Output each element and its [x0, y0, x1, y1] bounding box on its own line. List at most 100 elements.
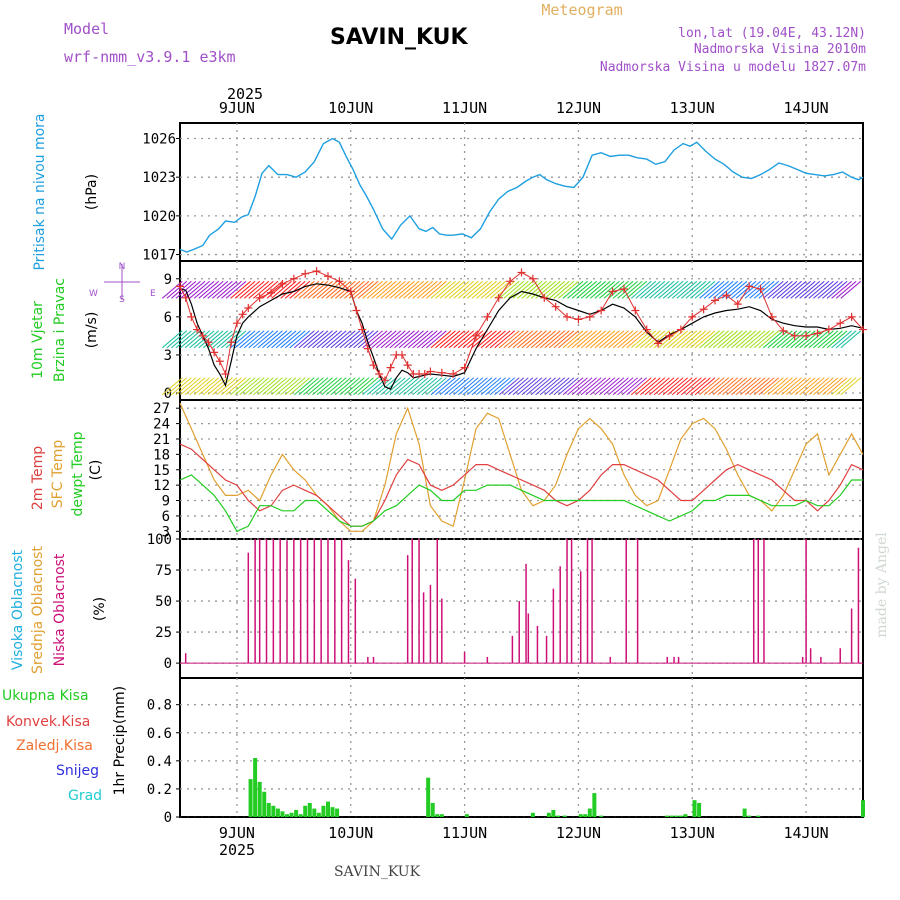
pressure-tick-label: 1017: [142, 248, 176, 264]
wind-barb-shaft: [375, 280, 397, 299]
wind-barb-shaft: [498, 377, 520, 396]
wind-barb-shaft: [762, 330, 784, 349]
wind-barb-shaft: [198, 280, 220, 299]
wind-barb-shaft: [480, 330, 502, 349]
gust-marker: [335, 277, 344, 286]
precip-bar: [321, 805, 326, 817]
wind-barb-shaft: [248, 280, 270, 299]
wind-barb-shaft: [781, 330, 802, 349]
wind-barb-shaft: [289, 330, 311, 349]
wind-barb-shaft: [594, 330, 616, 349]
wind-barb-shaft: [430, 377, 452, 396]
wind-barb-shaft: [239, 280, 261, 299]
wind-barb-shaft: [293, 377, 315, 396]
wind-barb-shaft: [257, 330, 279, 349]
wind-barb-shaft: [826, 377, 848, 396]
bottom-day-labels: 9JUN 10JUN 11JUN 12JUN 13JUN 14JUN: [219, 824, 829, 842]
wind-barb-shaft: [421, 280, 443, 299]
wind-barb-shaft: [280, 377, 301, 396]
wind-barb-shaft: [248, 330, 270, 349]
wind-barb-shaft: [662, 330, 684, 349]
wind-barb-shaft: [526, 280, 547, 299]
wind-barb-shaft: [521, 377, 543, 396]
wind-barb-shaft: [293, 280, 315, 299]
wind-barb-shaft: [353, 330, 374, 349]
gust-marker: [483, 312, 492, 321]
precip-bar: [330, 807, 335, 817]
wind-barb-shaft: [690, 377, 711, 396]
gust-marker: [506, 277, 515, 286]
gust-marker: [204, 338, 213, 347]
wind-barb-shaft: [403, 377, 424, 396]
wind-barb-shaft: [539, 377, 561, 396]
wind-barb-shaft: [394, 280, 415, 299]
wind-barb-shaft: [212, 377, 233, 396]
wind-barb-shaft: [548, 330, 570, 349]
wind-barb-shaft: [539, 280, 561, 299]
wind-barb-shaft: [580, 330, 602, 349]
wind-barb-shaft: [694, 330, 716, 349]
gust-marker: [711, 296, 720, 305]
temp-grid: [180, 400, 863, 539]
cloud-tick-label: 100: [147, 532, 172, 548]
pressure-grid: [180, 123, 863, 261]
bottom-day-label: 14JUN: [784, 824, 829, 842]
wind-barb-shaft: [722, 377, 743, 396]
gust-marker: [323, 272, 332, 281]
wind-barb-shaft: [243, 280, 265, 299]
wind-barb-shaft: [808, 330, 830, 349]
wind-barb-shaft: [494, 377, 515, 396]
wind-barb-shaft: [599, 280, 620, 299]
wind-barb-shaft: [803, 280, 825, 299]
wind-barb-shaft: [508, 280, 529, 299]
wind-barb-shaft: [312, 377, 333, 396]
temp-tick-label: 18: [153, 447, 170, 463]
wind-barb-shaft: [562, 330, 584, 349]
wind-barb-shaft: [508, 330, 529, 349]
cloud-tick-label: 25: [155, 625, 172, 641]
wind-barb-shaft: [262, 377, 283, 396]
wind-barb-shaft: [535, 377, 556, 396]
wind-barb-shaft: [840, 330, 862, 349]
wind-barb-shaft: [726, 377, 748, 396]
wind-barb-shaft: [430, 280, 452, 299]
precip-tick-label: 0.8: [147, 698, 172, 714]
wind-barb-shaft: [430, 330, 452, 349]
wind-barb-shaft: [412, 377, 434, 396]
wind-barb-shaft: [658, 280, 679, 299]
wind-barb-shaft: [289, 280, 311, 299]
gust-marker: [346, 287, 355, 296]
wind-barb-shaft: [271, 330, 292, 349]
wind-barb-shaft: [412, 330, 434, 349]
wind-barb-shaft: [649, 377, 670, 396]
wind-barb-shaft: [171, 330, 192, 349]
wind-barb-shaft: [166, 377, 188, 396]
precip-bar: [562, 815, 567, 817]
wind-barb-shaft: [344, 330, 365, 349]
precip-bar: [262, 791, 267, 817]
wind-barb-shaft: [685, 280, 707, 299]
wind-barb-shaft: [612, 280, 634, 299]
wind-barb-shaft: [480, 377, 502, 396]
precip-bar: [861, 800, 865, 817]
wind-barb-shaft: [712, 377, 734, 396]
wind-barb-shaft: [339, 330, 361, 349]
wind-barb-shaft: [253, 280, 274, 299]
pressure-tick-labels: 1017 1020 1023 1026: [142, 131, 180, 264]
precip-bar: [683, 814, 688, 817]
pressure-tick-label: 1023: [142, 170, 176, 186]
wind-barb-shaft: [548, 280, 570, 299]
wind-barb-shaft: [658, 330, 679, 349]
wind-barb-shaft: [166, 280, 188, 299]
wind-barb-shaft: [521, 280, 543, 299]
gust-marker: [193, 325, 202, 334]
wind-barb-shaft: [239, 330, 261, 349]
wind-barb-shaft: [275, 377, 297, 396]
wind-barb-shaft: [435, 330, 456, 349]
precip-bar: [551, 809, 556, 817]
wind-barb-shaft: [316, 330, 338, 349]
wind-barb-shaft: [594, 377, 616, 396]
gust-marker: [574, 315, 583, 324]
gust-marker: [358, 325, 367, 334]
